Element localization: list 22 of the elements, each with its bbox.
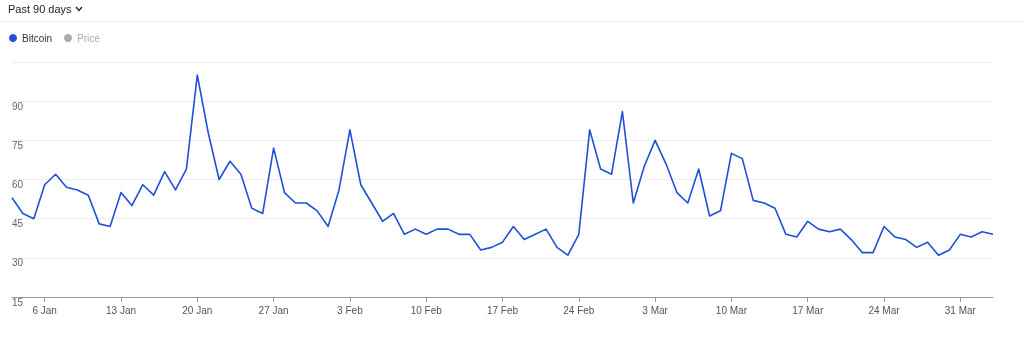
x-tick-label: 24 Mar xyxy=(868,304,901,316)
y-tick-label: 90 xyxy=(12,100,24,112)
legend-label: Bitcoin xyxy=(22,32,53,44)
y-tick-label: 60 xyxy=(12,179,24,190)
y-tick-label: 45 xyxy=(12,218,24,230)
chart-title: Past 90 days xyxy=(8,3,72,15)
x-tick-label: 27 Jan xyxy=(258,304,289,316)
x-tick-label: 31 Mar xyxy=(944,304,977,316)
x-tick-label: 6 Jan xyxy=(32,304,57,316)
legend-label: Price xyxy=(77,32,101,44)
y-tick-label: 30 xyxy=(12,257,24,269)
x-tick-label: 10 Feb xyxy=(410,304,443,316)
y-tick-label: 15 xyxy=(12,296,24,308)
x-tick-label: 24 Feb xyxy=(563,304,595,316)
x-tick-label: 17 Feb xyxy=(486,304,519,316)
x-tick-label: 17 Mar xyxy=(792,304,824,316)
x-tick-label: 10 Mar xyxy=(715,304,748,316)
x-tick-label: 3 Mar xyxy=(642,304,669,316)
x-tick-label: 3 Feb xyxy=(337,304,364,316)
y-tick-label: 75 xyxy=(12,139,24,151)
x-tick-label: 13 Jan xyxy=(105,304,137,316)
x-tick-label: 20 Jan xyxy=(182,304,213,316)
